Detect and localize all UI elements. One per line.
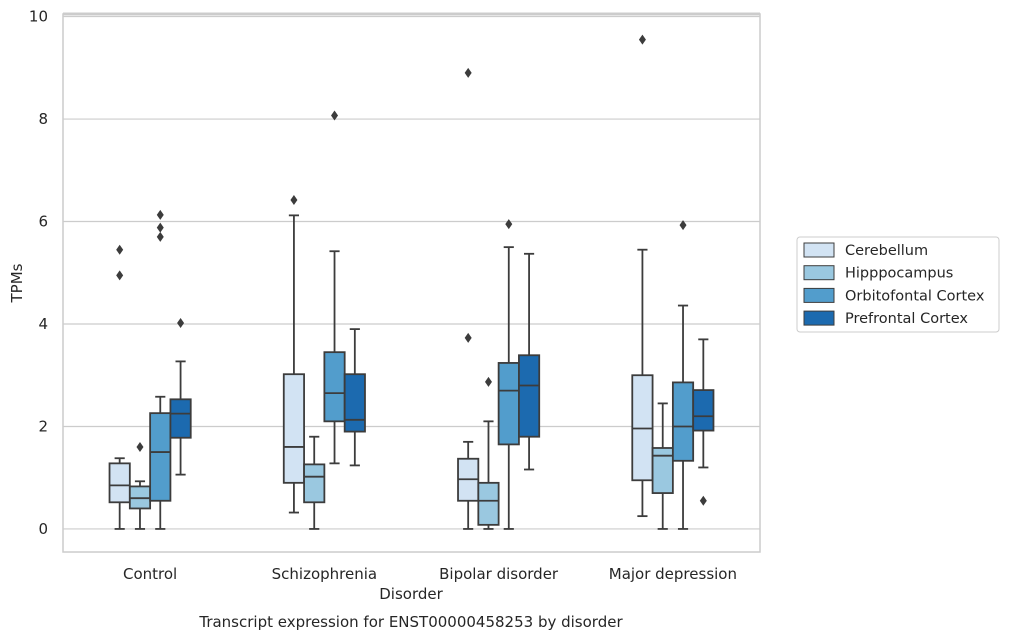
y-tick-label: 0 [38,520,48,538]
outlier-point [156,231,164,242]
outlier-point [638,34,646,45]
y-tick-label: 10 [29,8,48,26]
box [692,389,715,432]
x-tick-label: Bipolar disorder [439,565,559,583]
outlier-point [679,220,687,231]
outlier-point [116,244,124,255]
y-tick-label: 4 [38,315,48,333]
box-groups [108,34,715,530]
outlier-point [156,222,164,233]
box [303,463,326,504]
legend-swatch [803,265,835,281]
y-tick-labels: 0 2 4 6 8 10 [29,8,48,538]
outlier-point [484,376,492,387]
box-group-1 [282,110,366,530]
outlier-point [116,270,124,281]
box-group-0 [108,209,192,530]
legend-label: Prefrontal Cortex [845,311,968,327]
box [149,412,172,502]
y-tick-label: 6 [38,213,48,231]
box [323,351,346,423]
x-tick-label: Schizophrenia [272,565,377,583]
x-tick-label: Major depression [609,565,737,583]
y-axis-label: TPMs [8,263,26,303]
box [343,373,366,433]
box [477,481,500,526]
x-tick-labels: Control Schizophrenia Bipolar disorder Majo… [123,565,737,583]
box-group-3 [631,34,715,530]
box-group-2 [457,67,541,530]
outlier-point [464,67,472,78]
legend-swatch [803,310,835,326]
box [497,362,520,446]
legend-label: Orbitofontal Cortex [845,288,985,304]
box [671,381,695,462]
outlier-point [177,317,185,328]
x-tick-label: Control [123,565,177,583]
y-tick-label: 2 [38,417,48,435]
legend-label: Hipppocampus [845,266,953,282]
outlier-point [290,194,298,205]
outlier-point [464,332,472,343]
outlier-point [331,110,339,121]
box [108,462,131,504]
box [651,447,674,494]
outlier-point [136,441,144,452]
legend-swatch [803,287,835,303]
legend-label: Cerebellum [845,243,928,259]
y-tick-label: 8 [38,110,48,128]
outlier-point [699,495,707,506]
box [282,373,305,484]
x-axis-label: Disorder [379,585,443,603]
outlier-point [156,209,164,220]
box [169,398,192,439]
outlier-point [505,219,513,230]
legend-frame [796,236,1000,333]
legend-swatch [803,242,835,258]
chart-caption: Transcript expression for ENST0000045825… [198,613,623,631]
legend: Cerebellum Hipppocampus Orbitofontal Corte… [796,236,1000,333]
box [518,354,541,438]
